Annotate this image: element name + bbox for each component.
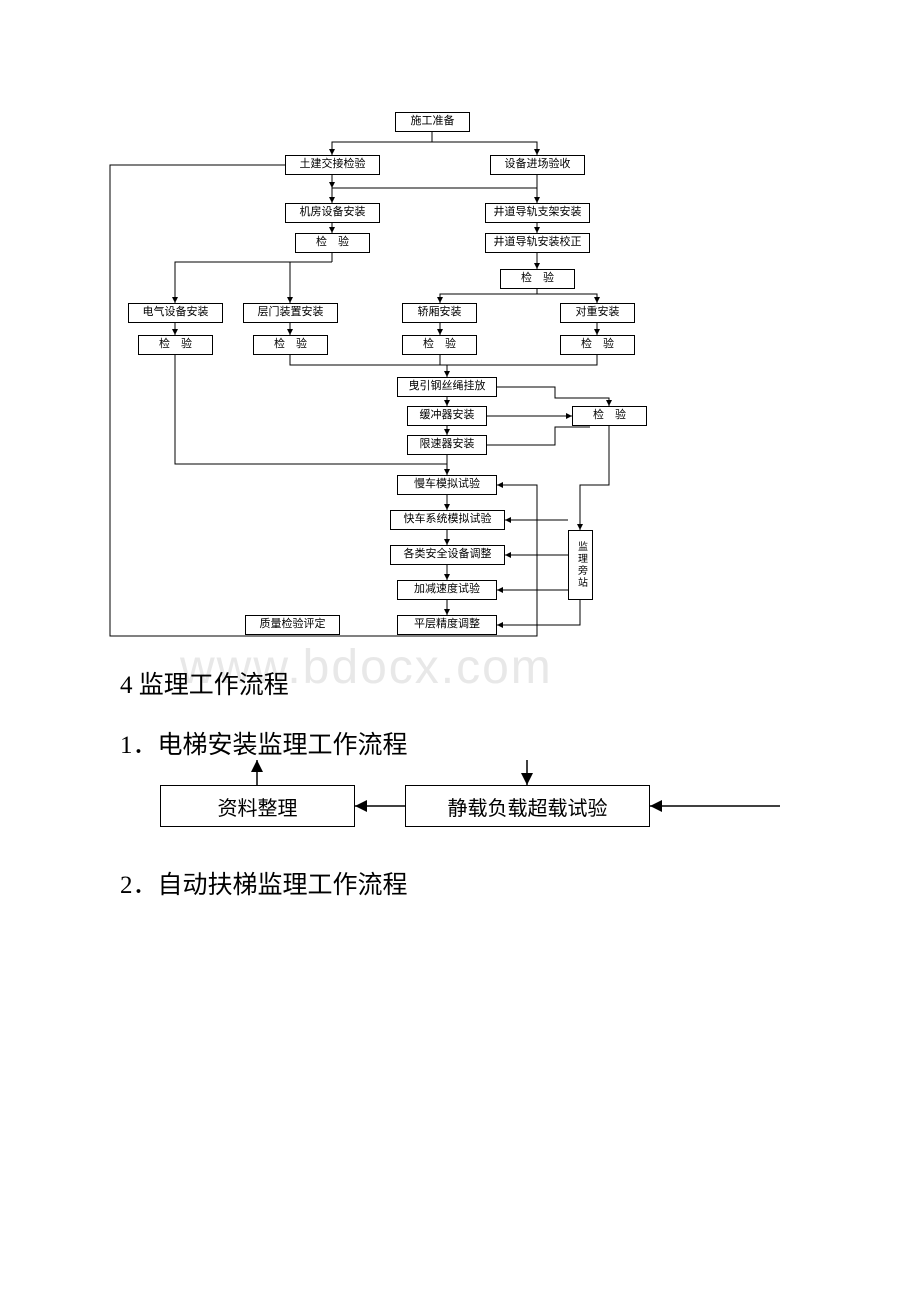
- node-n3: 设备进场验收: [490, 155, 585, 175]
- node-n1: 施工准备: [395, 112, 470, 132]
- node-n22: 快车系统模拟试验: [390, 510, 505, 530]
- node-n25: 平层精度调整: [397, 615, 497, 635]
- node-n26: 质量检验评定: [245, 615, 340, 635]
- node-n18: 缓冲器安装: [407, 406, 487, 426]
- bottom-node-b2: 静载负载超载试验: [405, 785, 650, 827]
- node-n13: 检 验: [138, 335, 213, 355]
- node-n7: 井道导轨安装校正: [485, 233, 590, 253]
- node-n6: 检 验: [295, 233, 370, 253]
- node-n23: 各类安全设备调整: [390, 545, 505, 565]
- heading-1: 4 监理工作流程: [120, 665, 289, 701]
- node-n11: 轿厢安装: [402, 303, 477, 323]
- node-n19: 检 验: [572, 406, 647, 426]
- heading-3: 2．自动扶梯监理工作流程: [120, 865, 408, 901]
- node-n12: 对重安装: [560, 303, 635, 323]
- node-n20: 限速器安装: [407, 435, 487, 455]
- node-n5: 井道导轨支架安装: [485, 203, 590, 223]
- node-n10: 层门装置安装: [243, 303, 338, 323]
- node-n4: 机房设备安装: [285, 203, 380, 223]
- node-n27: 监理旁站: [568, 530, 593, 600]
- page: www.bdocx.com 施工准备 土建交接检验 设备进场验收 机房设备安装 …: [0, 0, 920, 1302]
- node-n14: 检 验: [253, 335, 328, 355]
- heading-2: 1．电梯安装监理工作流程: [120, 725, 408, 761]
- node-n17: 曳引钢丝绳挂放: [397, 377, 497, 397]
- node-n16: 检 验: [560, 335, 635, 355]
- node-n24: 加减速度试验: [397, 580, 497, 600]
- node-n2: 土建交接检验: [285, 155, 380, 175]
- bottom-node-b1: 资料整理: [160, 785, 355, 827]
- node-n15: 检 验: [402, 335, 477, 355]
- node-n8: 检 验: [500, 269, 575, 289]
- node-n9: 电气设备安装: [128, 303, 223, 323]
- node-n21: 慢车模拟试验: [397, 475, 497, 495]
